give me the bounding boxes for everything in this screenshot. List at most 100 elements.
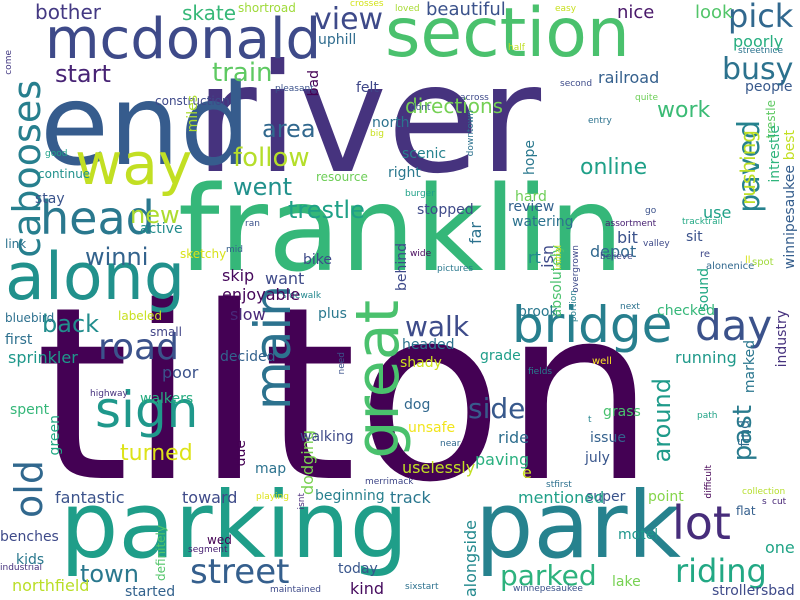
word-back: back xyxy=(42,310,100,338)
word-need: need xyxy=(337,352,347,375)
word-walkers: walkers xyxy=(140,391,194,407)
word-alongside: alongside xyxy=(461,520,480,598)
word-s: s xyxy=(762,497,767,507)
word-people: people xyxy=(745,79,793,95)
word-start: start xyxy=(55,60,111,88)
word-slow: slow xyxy=(230,305,266,324)
word-isn: isn xyxy=(538,245,557,268)
word-parking: parking xyxy=(60,472,409,579)
word-point: point xyxy=(648,489,684,505)
word-labeled: labeled xyxy=(118,309,163,323)
word-depot: depot xyxy=(590,242,637,261)
word-link: link xyxy=(5,237,27,251)
word-grass: grass xyxy=(603,404,641,420)
word-ride: ride xyxy=(498,428,530,447)
word-parked: parked xyxy=(500,559,597,592)
word-dog: dog xyxy=(404,397,431,413)
word-intrestle: intrestle xyxy=(767,125,783,183)
word-stfirst: stfirst xyxy=(546,480,572,490)
word-mentioned: mentioned xyxy=(518,488,605,507)
word-t: t xyxy=(588,415,592,425)
word-overgrown: overgrown xyxy=(571,245,581,293)
word-kids: kids xyxy=(16,552,45,568)
word-sound: sound xyxy=(696,268,712,311)
word-along: along xyxy=(5,240,186,315)
word-map: map xyxy=(255,461,287,477)
word-river: river xyxy=(195,33,542,207)
word-riding: riding xyxy=(675,552,767,590)
word-track: track xyxy=(390,488,431,507)
word-pictures: pictures xyxy=(437,264,474,274)
word-tracktrail: tracktrail xyxy=(682,217,723,227)
word-pick: pick xyxy=(728,0,794,35)
word-hard: hard xyxy=(515,189,547,205)
word-re: re xyxy=(700,249,711,260)
word-right: right xyxy=(388,165,421,181)
word-great: great xyxy=(343,300,413,459)
word-directions: directions xyxy=(405,94,504,118)
word-way: way xyxy=(75,130,193,198)
word-went: went xyxy=(233,173,293,201)
word-portion: portion xyxy=(569,290,579,323)
word-difficult: difficult xyxy=(704,465,714,499)
word-old: old xyxy=(7,460,51,518)
word-valley: valley xyxy=(643,239,670,249)
word-kind: kind xyxy=(350,579,385,598)
word-issue: issue xyxy=(590,430,626,446)
word-playing: playing xyxy=(256,492,289,502)
word-brook: brook xyxy=(518,304,558,320)
word-headed: headed xyxy=(402,337,455,353)
word-streetnice: streetnice xyxy=(738,46,784,56)
word-unsafe: unsafe xyxy=(408,420,456,436)
word-super: super xyxy=(586,489,626,505)
word-today: today xyxy=(338,561,378,577)
word-alonenice: alonenice xyxy=(706,261,755,272)
word-sketchy: sketchy xyxy=(180,247,227,261)
word-day: day xyxy=(695,301,773,350)
word-isnt: isnt xyxy=(297,493,307,510)
word-burger: burger xyxy=(405,189,435,199)
word-online: online xyxy=(580,155,648,180)
word-winnipesaukee: winnipesaukee xyxy=(782,165,798,270)
word-paving: paving xyxy=(475,450,530,469)
word-tilton: tilton xyxy=(35,255,656,535)
word-merrimack: merrimack xyxy=(365,477,414,487)
word-use: use xyxy=(703,203,732,222)
word-best: best xyxy=(782,130,798,161)
word-trestle: trestle xyxy=(288,196,365,224)
word-small: small xyxy=(150,325,182,339)
word-collection: collection xyxy=(742,487,786,497)
word-northfield: northfield xyxy=(12,576,90,595)
word-miles: miles xyxy=(185,95,201,133)
word-one: one xyxy=(765,538,795,557)
word-fields: fields xyxy=(528,367,553,377)
word-enjoyable: enjoyable xyxy=(222,285,300,304)
word-sit: sit xyxy=(686,229,703,245)
word-definitely: definitely xyxy=(154,525,168,582)
word-half: half xyxy=(508,43,525,53)
word-rushing: rushing xyxy=(736,130,760,205)
word-bit: bit xyxy=(617,228,638,247)
word-park: park xyxy=(475,472,681,579)
word-beginning: beginning xyxy=(315,488,385,504)
word-motel: motel xyxy=(618,527,659,543)
word-review: review xyxy=(508,199,555,215)
word-resource: resource xyxy=(316,170,368,184)
word-flat: flat xyxy=(736,504,756,518)
word-section: section xyxy=(385,0,630,73)
word-highway: highway xyxy=(90,389,128,399)
word-mid: mid xyxy=(226,245,243,255)
word-construction: construction xyxy=(155,94,230,108)
word-industrial: industrial xyxy=(0,563,43,573)
word-across: across xyxy=(460,93,489,103)
word-mcdonald: mcdonald xyxy=(45,7,322,72)
word-big: big xyxy=(370,129,384,139)
word-find: find xyxy=(737,420,753,447)
word-continue: continue xyxy=(38,167,91,181)
word-assortment: assortment xyxy=(605,219,657,229)
word-bother: bother xyxy=(35,0,101,24)
word-bluebird: bluebird xyxy=(5,311,55,325)
word-winni: winni xyxy=(85,243,149,271)
word-decided: decided xyxy=(220,349,276,365)
